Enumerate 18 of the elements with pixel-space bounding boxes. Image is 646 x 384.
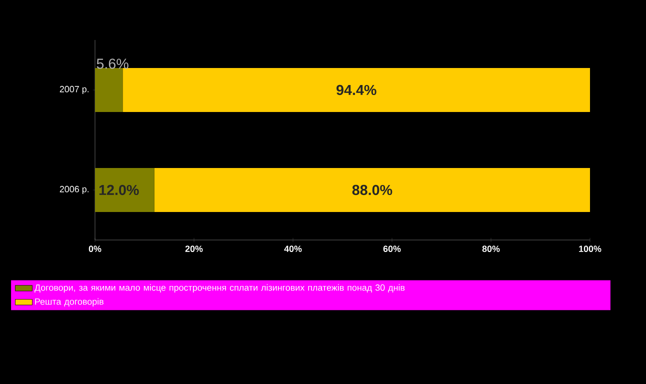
x-tick-label: 100% <box>579 246 602 252</box>
bar <box>122 68 590 112</box>
y-tick-label: 2007 р. <box>60 86 89 94</box>
x-tick-label: 0% <box>88 246 102 252</box>
y-tick-label: 2006 р. <box>60 186 89 194</box>
x-tick-label: 20% <box>185 246 203 252</box>
data-label: 5.6% <box>96 58 128 69</box>
legend-label: Решта договорів <box>35 298 104 307</box>
x-tick-label: 80% <box>482 246 500 252</box>
bar <box>154 168 590 212</box>
bar <box>95 168 154 212</box>
x-tick-label: 60% <box>383 246 401 252</box>
data-label: 88.0% <box>352 184 392 196</box>
x-tick-label: 40% <box>284 246 302 252</box>
legend-label: Договори, за якими мало місце прострочення сплати лізингових платежів понад 30 днів <box>34 284 405 293</box>
data-label: 12.0% <box>99 184 139 196</box>
bar <box>95 68 123 112</box>
data-label: 94.4% <box>336 84 376 96</box>
